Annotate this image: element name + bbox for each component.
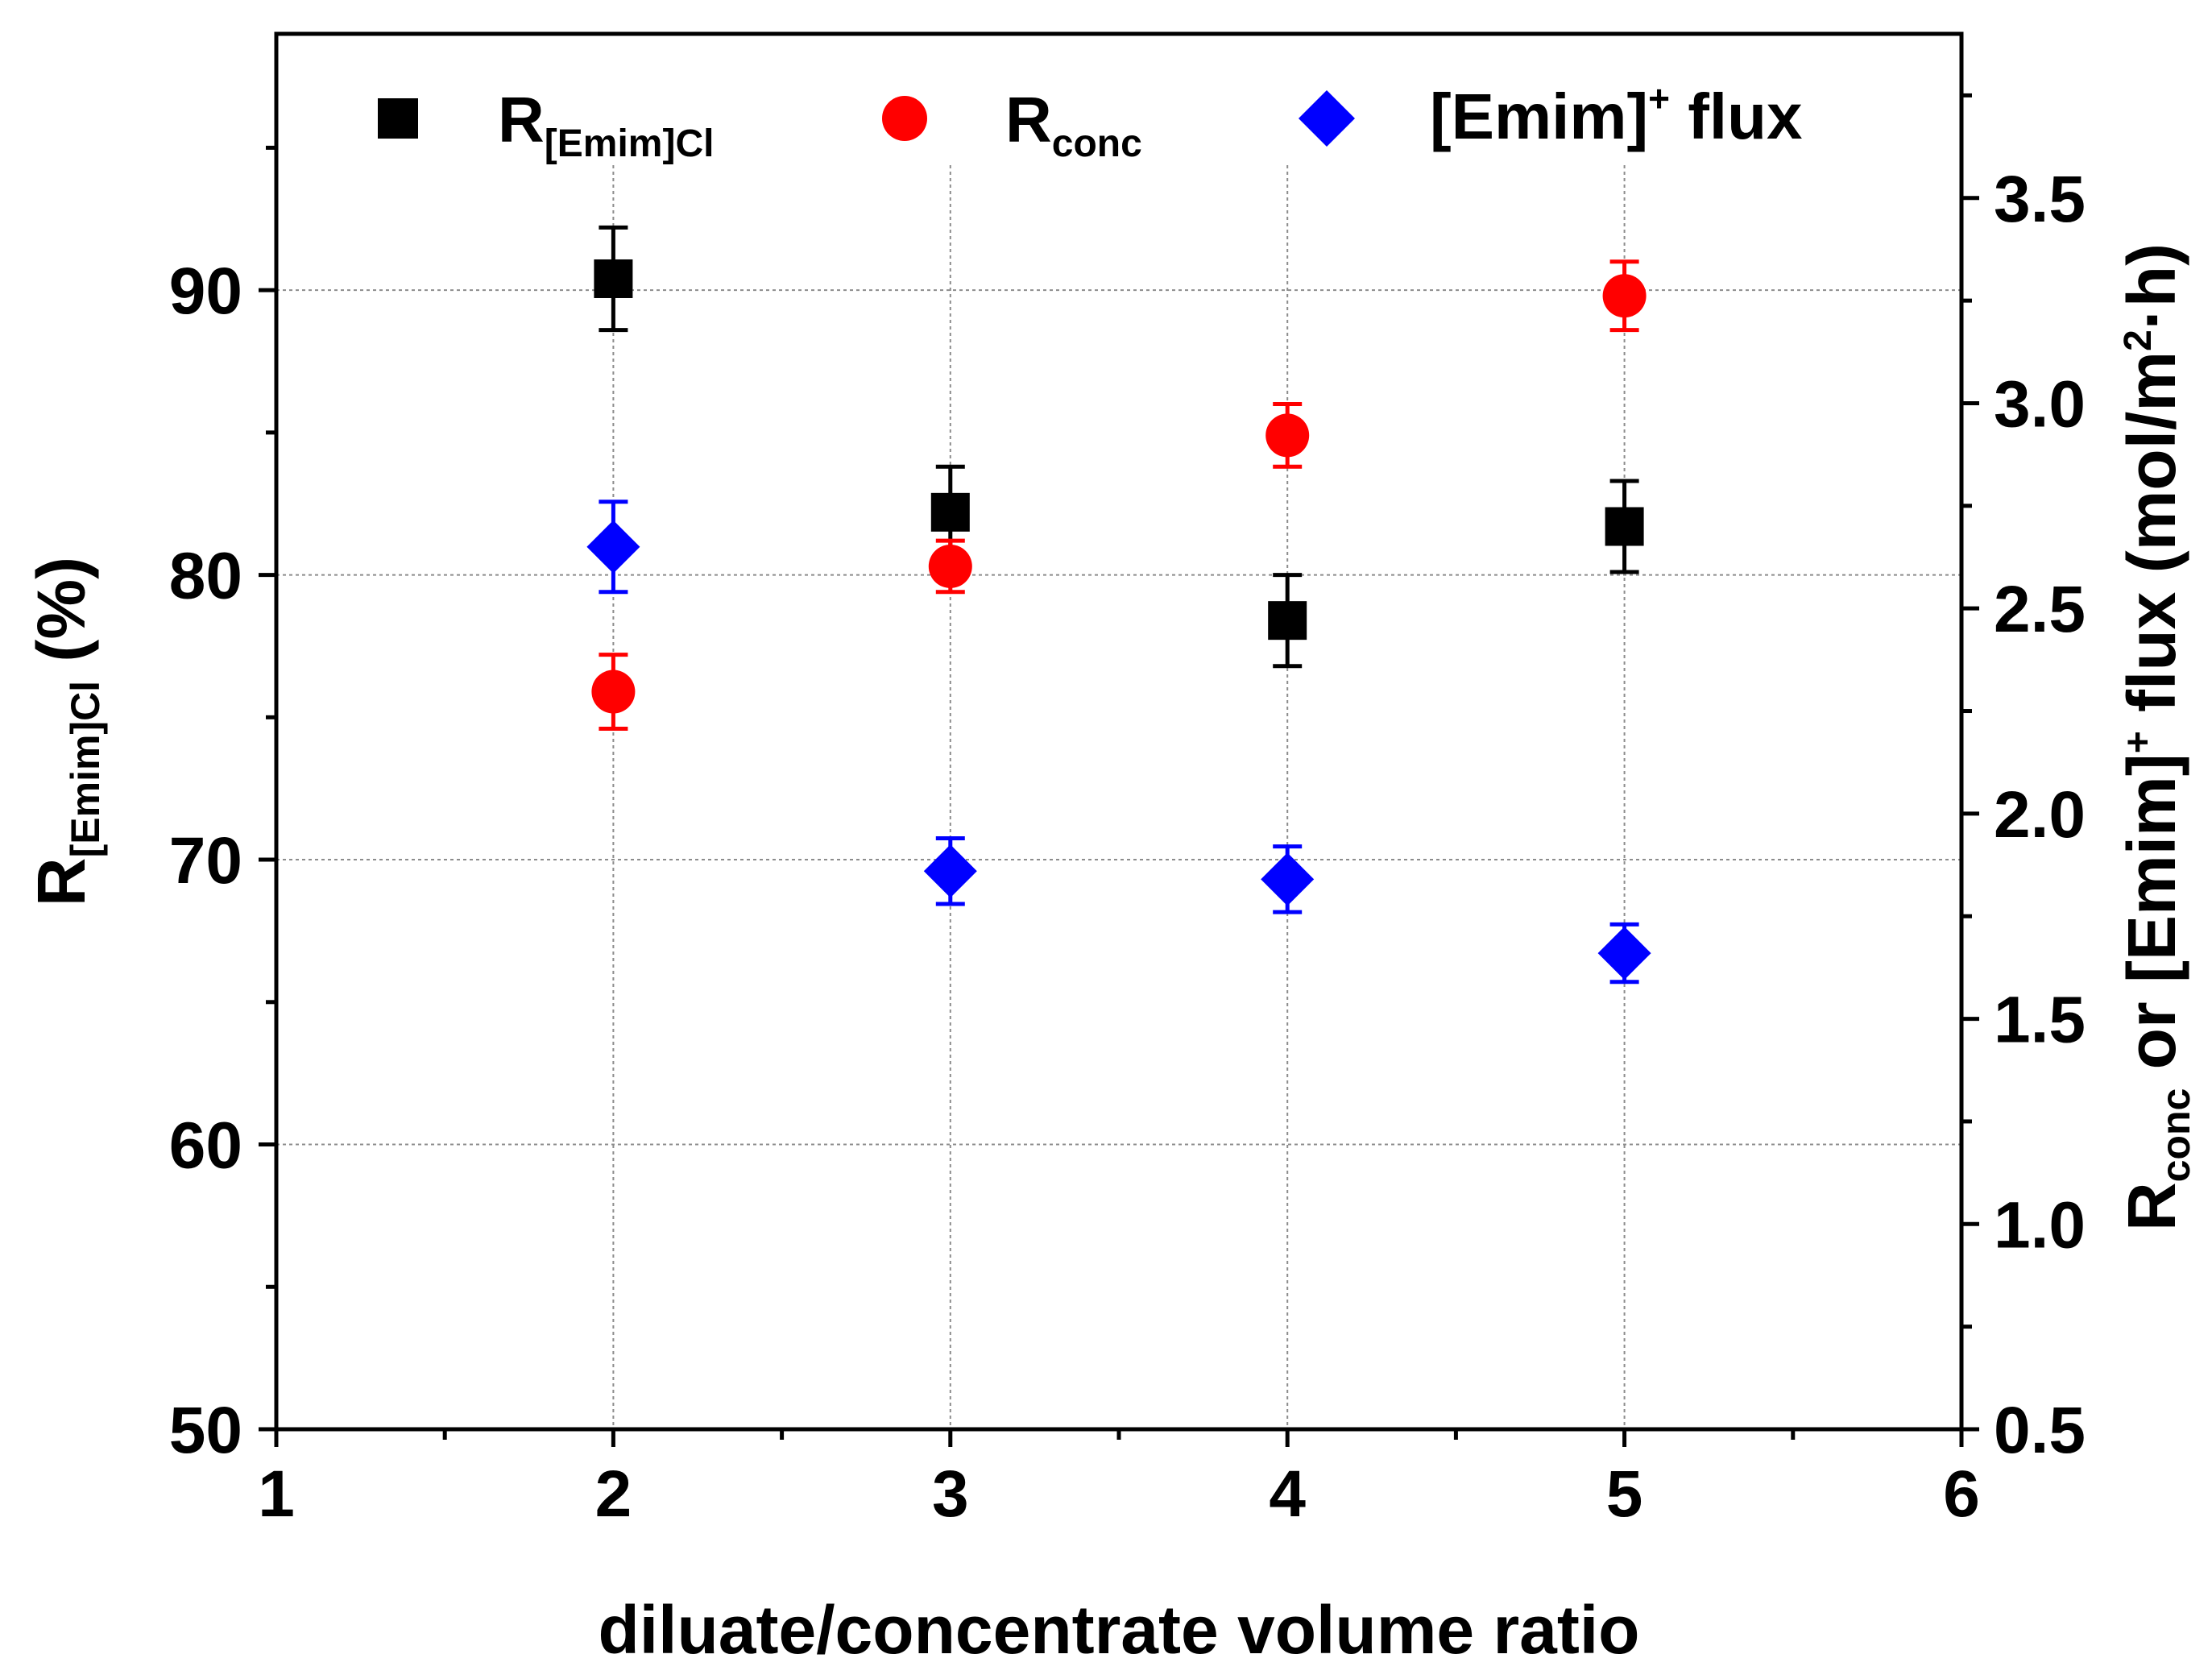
y-left-title-suffix: (%) [23, 557, 99, 681]
marker-circle-5 [1602, 274, 1647, 318]
x-tick-label-2: 2 [595, 1457, 632, 1531]
y-right-title-mid: or [Emim] [2114, 753, 2189, 1088]
plot-frame [274, 31, 1964, 1432]
x-axis-title: diluate/concentrate volume ratio [599, 1592, 1640, 1668]
data-point-circle-3 [928, 538, 972, 595]
x-tick-label-6: 6 [1943, 1457, 1980, 1531]
y-right-tick-label-3.5: 3.5 [1994, 163, 2086, 236]
marker-diamond-4 [1261, 852, 1315, 906]
marker-circle-4 [1265, 413, 1310, 458]
legend-label-r-conc: Rconc [1005, 84, 1142, 165]
data-point-diamond-4 [1261, 844, 1315, 914]
data-point-diamond-3 [923, 835, 977, 906]
marker-circle-2 [591, 670, 636, 714]
y-right-tick-label-0.5: 0.5 [1994, 1394, 2086, 1467]
data-point-circle-2 [591, 653, 636, 731]
legend-r-emimcl-sub: [Emim]Cl [545, 122, 715, 165]
y-right-axis-title: Rconc or [Emim]+ flux (mol/m2·h) [2114, 243, 2198, 1231]
legend-marker-r-emimcl [378, 98, 418, 139]
legend-emim-flux-rest: flux [1670, 81, 1802, 152]
y-left-title-main: R [23, 857, 99, 906]
y-left-tick-label-60: 60 [169, 1109, 242, 1183]
y-left-axis-title: R[Emim]Cl (%) [23, 557, 108, 906]
marker-square-2 [594, 259, 633, 298]
data-points [586, 225, 1651, 985]
x-tick-label-4: 4 [1269, 1457, 1306, 1531]
y-right-tick-label-2.5: 2.5 [1994, 573, 2086, 646]
marker-diamond-3 [923, 844, 977, 898]
y-right-title-end: flux (mol/m [2114, 351, 2189, 731]
marker-diamond-5 [1597, 927, 1651, 980]
y-right-title-sup: + [2117, 731, 2160, 753]
axis-ticks: 1 2 3 4 5 6 50 60 70 80 90 0.5 1.0 1.5 2.0 2.5 3.0 3.5 [169, 93, 2086, 1531]
y-left-title-sub: [Emim]Cl [63, 681, 108, 857]
y-left-tick-label-70: 70 [169, 824, 242, 898]
y-right-title-sup2: 2 [2117, 330, 2160, 351]
data-point-square-4 [1268, 573, 1307, 669]
legend-emim-flux-main: [Emim] [1430, 81, 1648, 152]
data-point-circle-4 [1265, 402, 1310, 469]
legend-marker-emim-flux [1299, 90, 1355, 147]
marker-diamond-2 [586, 520, 640, 574]
y-right-title-r-sub: conc [2153, 1088, 2198, 1183]
legend-label-emim-flux: [Emim]+ flux [1430, 77, 1802, 152]
marker-circle-3 [928, 544, 972, 588]
grid-lines [276, 165, 1961, 1429]
marker-square-3 [930, 492, 970, 532]
y-left-tick-label-90: 90 [169, 255, 242, 328]
data-point-square-2 [594, 225, 633, 333]
legend-r-emimcl-main: R [498, 84, 545, 155]
y-right-title-tail: ·h) [2114, 243, 2189, 330]
marker-square-4 [1268, 601, 1307, 641]
legend: R[Emim]Cl Rconc [Emim]+ flux [378, 77, 1802, 165]
marker-square-5 [1605, 507, 1644, 546]
data-point-square-5 [1605, 479, 1644, 574]
data-point-diamond-5 [1597, 922, 1651, 985]
y-right-tick-label-3.0: 3.0 [1994, 367, 2086, 441]
data-point-circle-5 [1602, 259, 1647, 333]
data-point-diamond-2 [586, 500, 640, 595]
y-right-title-r: R [2114, 1182, 2189, 1231]
legend-marker-r-conc [882, 96, 927, 141]
y-right-tick-label-1.5: 1.5 [1994, 984, 2086, 1057]
legend-label-r-emimcl: R[Emim]Cl [498, 84, 714, 165]
x-tick-label-5: 5 [1606, 1457, 1643, 1531]
legend-r-conc-sub: conc [1052, 122, 1142, 165]
y-left-tick-label-50: 50 [169, 1394, 242, 1467]
legend-r-conc-main: R [1005, 84, 1052, 155]
legend-emim-flux-sup: + [1648, 77, 1670, 119]
y-right-tick-label-2.0: 2.0 [1994, 778, 2086, 852]
x-tick-label-3: 3 [932, 1457, 969, 1531]
x-tick-label-1: 1 [258, 1457, 295, 1531]
y-left-tick-label-80: 80 [169, 540, 242, 613]
y-right-tick-label-1.0: 1.0 [1994, 1188, 2086, 1262]
